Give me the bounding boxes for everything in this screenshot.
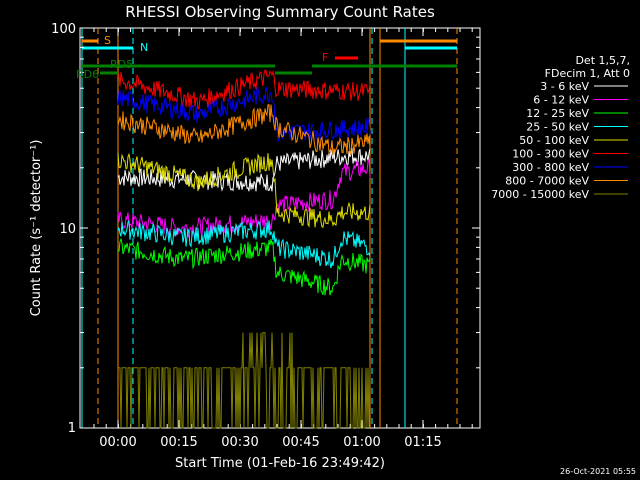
series-line <box>117 158 371 240</box>
chart-title: RHESSI Observing Summary Count Rates <box>125 3 435 21</box>
x-tick-label: 00:45 <box>282 435 319 450</box>
legend-entry-label: 50 - 100 keV <box>519 134 589 147</box>
legend-entry-label: 300 - 800 keV <box>512 161 589 174</box>
x-tick-label: 00:15 <box>160 435 197 450</box>
y-tick-label: 100 <box>51 22 76 37</box>
y-axis-label: Count Rate (s⁻¹ detector⁻¹) <box>29 140 44 317</box>
y-tick-label: 1 <box>68 421 76 436</box>
x-tick-label: 01:00 <box>343 435 380 450</box>
y-tick-labels: 1 10 100 <box>51 22 76 436</box>
x-tick-label: 00:00 <box>99 435 136 450</box>
decimation-label-rd5: RD5 <box>110 58 133 71</box>
legend-entry-label: 7000 - 15000 keV <box>491 188 589 201</box>
night-label: N <box>140 41 148 54</box>
series-line <box>117 69 371 110</box>
legend-header: Det 1,5,7, <box>575 54 630 67</box>
x-axis-label: Start Time (01-Feb-16 23:49:42) <box>175 456 385 471</box>
legend-entry-label: 3 - 6 keV <box>540 80 589 93</box>
x-tick-label: 01:15 <box>404 435 441 450</box>
saa-label: S <box>104 34 111 47</box>
flare-label: F <box>322 51 328 64</box>
legend-header: FDecim 1, Att 0 <box>545 67 630 80</box>
legend-entry-label: 12 - 25 keV <box>526 107 589 120</box>
series-line <box>117 104 371 156</box>
plot-area <box>79 27 481 429</box>
annotation-labels: S N F RD6 RD5 <box>76 34 328 81</box>
legend-entry-label: 100 - 300 keV <box>512 148 589 161</box>
legend-entry-label: 25 - 50 keV <box>526 121 589 134</box>
series-line <box>117 219 371 269</box>
decimation-label-rd6: RD6 <box>76 68 99 81</box>
series-line <box>118 332 371 429</box>
footer-timestamp: 26-Oct-2021 05:55 <box>560 467 636 476</box>
series-line <box>117 152 371 228</box>
series-line <box>117 237 371 296</box>
series-line <box>117 86 371 143</box>
legend-entry-label: 800 - 7000 keV <box>505 175 589 188</box>
x-tick-labels: 00:00 00:15 00:30 00:45 01:00 01:15 <box>99 435 441 450</box>
series-line <box>117 148 371 192</box>
legend-entry-label: 6 - 12 keV <box>533 94 589 107</box>
y-tick-label: 10 <box>59 222 76 237</box>
x-tick-label: 00:30 <box>221 435 258 450</box>
